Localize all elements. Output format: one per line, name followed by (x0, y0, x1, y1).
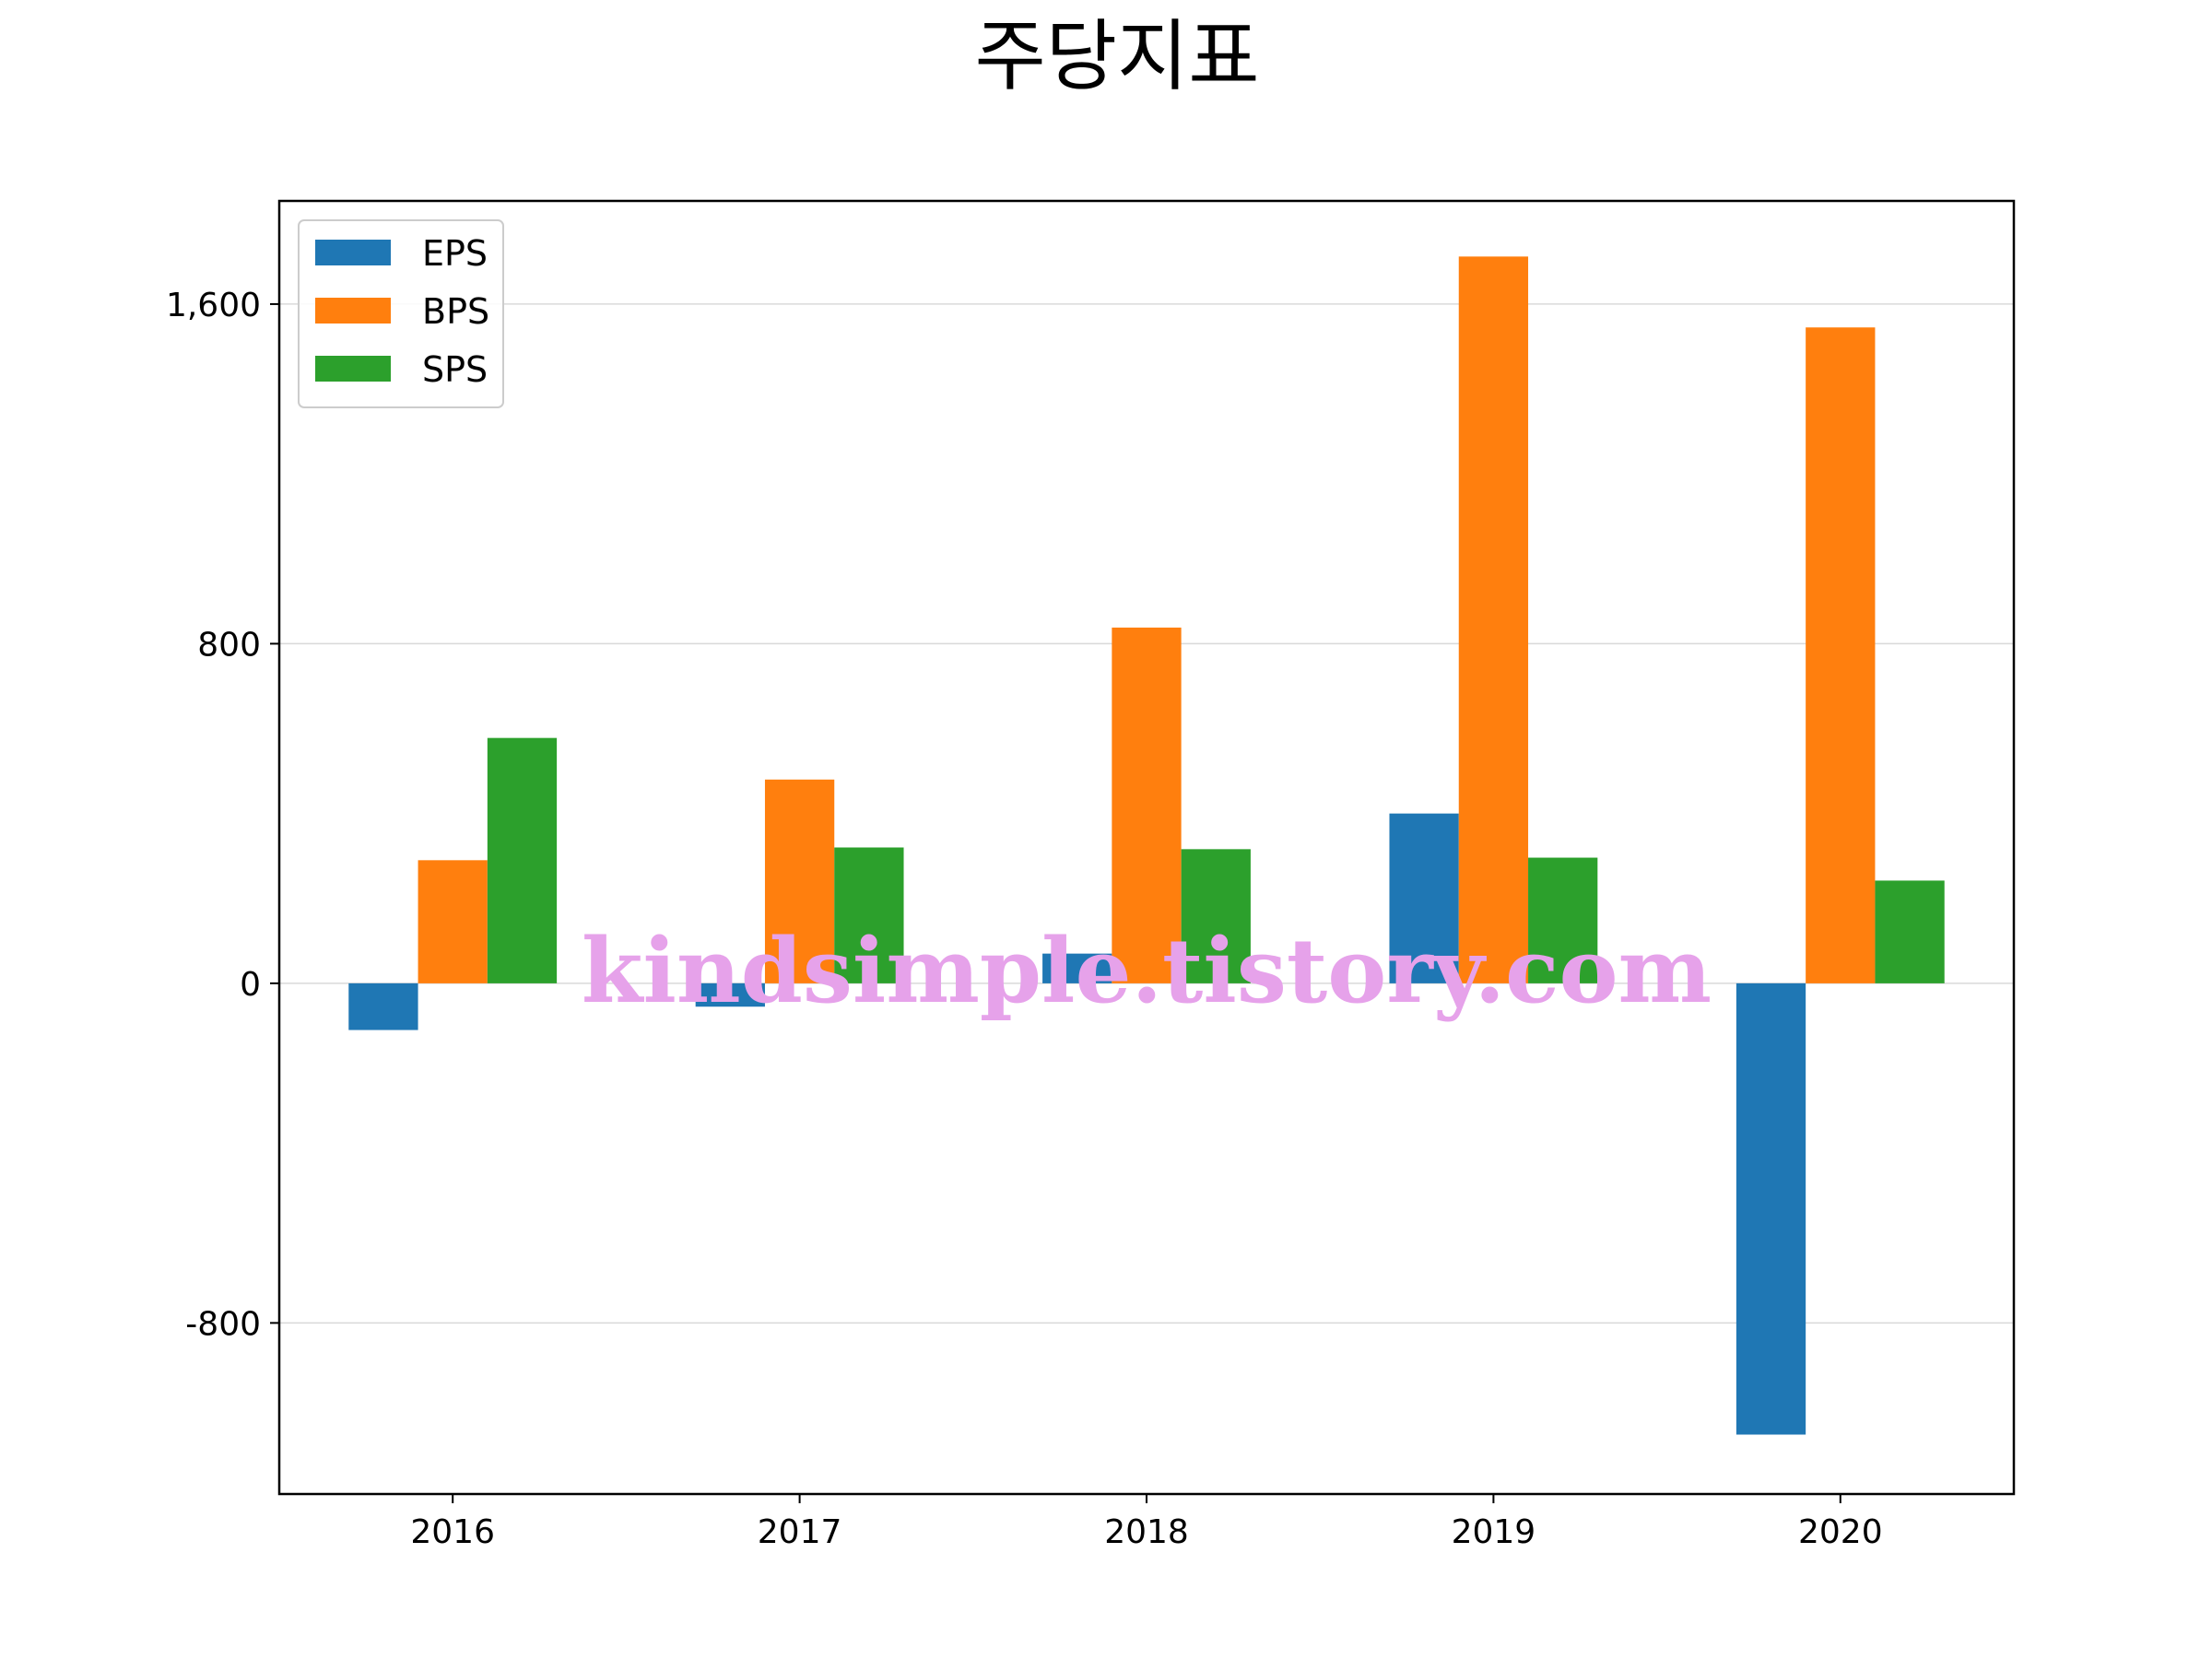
x-tick-label: 2018 (1104, 1513, 1189, 1551)
y-axis: -800 0 800 1,600 (166, 287, 279, 1343)
y-tick-label: 0 (240, 966, 261, 1004)
legend-label-sps: SPS (422, 349, 488, 390)
bar-sps-2018 (1181, 849, 1251, 983)
x-tick-label: 2016 (410, 1513, 495, 1551)
x-tick-label: 2017 (758, 1513, 842, 1551)
bar-eps-2019 (1389, 813, 1459, 983)
bar-eps-2018 (1042, 953, 1112, 983)
x-tick-label: 2019 (1452, 1513, 1536, 1551)
x-tick-label: 2020 (1798, 1513, 1883, 1551)
bar-eps-2020 (1735, 982, 1806, 1435)
bar-eps-2016 (348, 982, 418, 1030)
bar-sps-2020 (1875, 880, 1945, 983)
legend-swatch-eps (315, 240, 391, 265)
bar-bps-2018 (1112, 627, 1182, 983)
bar-bps-2019 (1458, 256, 1529, 983)
plot-frame (277, 199, 2016, 1496)
chart-title: 주당지표 (974, 11, 1259, 101)
bar-bps-2017 (764, 779, 835, 983)
bar-bps-2020 (1806, 327, 1876, 983)
legend-swatch-bps (315, 298, 391, 324)
bar-sps-2016 (487, 737, 558, 983)
watermark: kindsimple.tistory.com (582, 919, 1712, 1023)
legend: EPS BPS SPS (298, 219, 504, 408)
bar-eps-2017 (695, 982, 765, 1007)
bars (348, 256, 1945, 1435)
y-tick-label: 800 (197, 626, 261, 664)
legend-swatch-sps (315, 356, 391, 382)
legend-label-bps: BPS (422, 291, 489, 332)
bar-sps-2017 (834, 847, 904, 983)
x-axis: 2016 2017 2018 2019 2020 (410, 1494, 1883, 1551)
legend-label-eps: EPS (422, 233, 488, 274)
bar-bps-2016 (418, 860, 488, 983)
bar-sps-2019 (1528, 857, 1598, 983)
y-tick-label: 1,600 (166, 287, 261, 324)
y-tick-label: -800 (185, 1305, 261, 1343)
